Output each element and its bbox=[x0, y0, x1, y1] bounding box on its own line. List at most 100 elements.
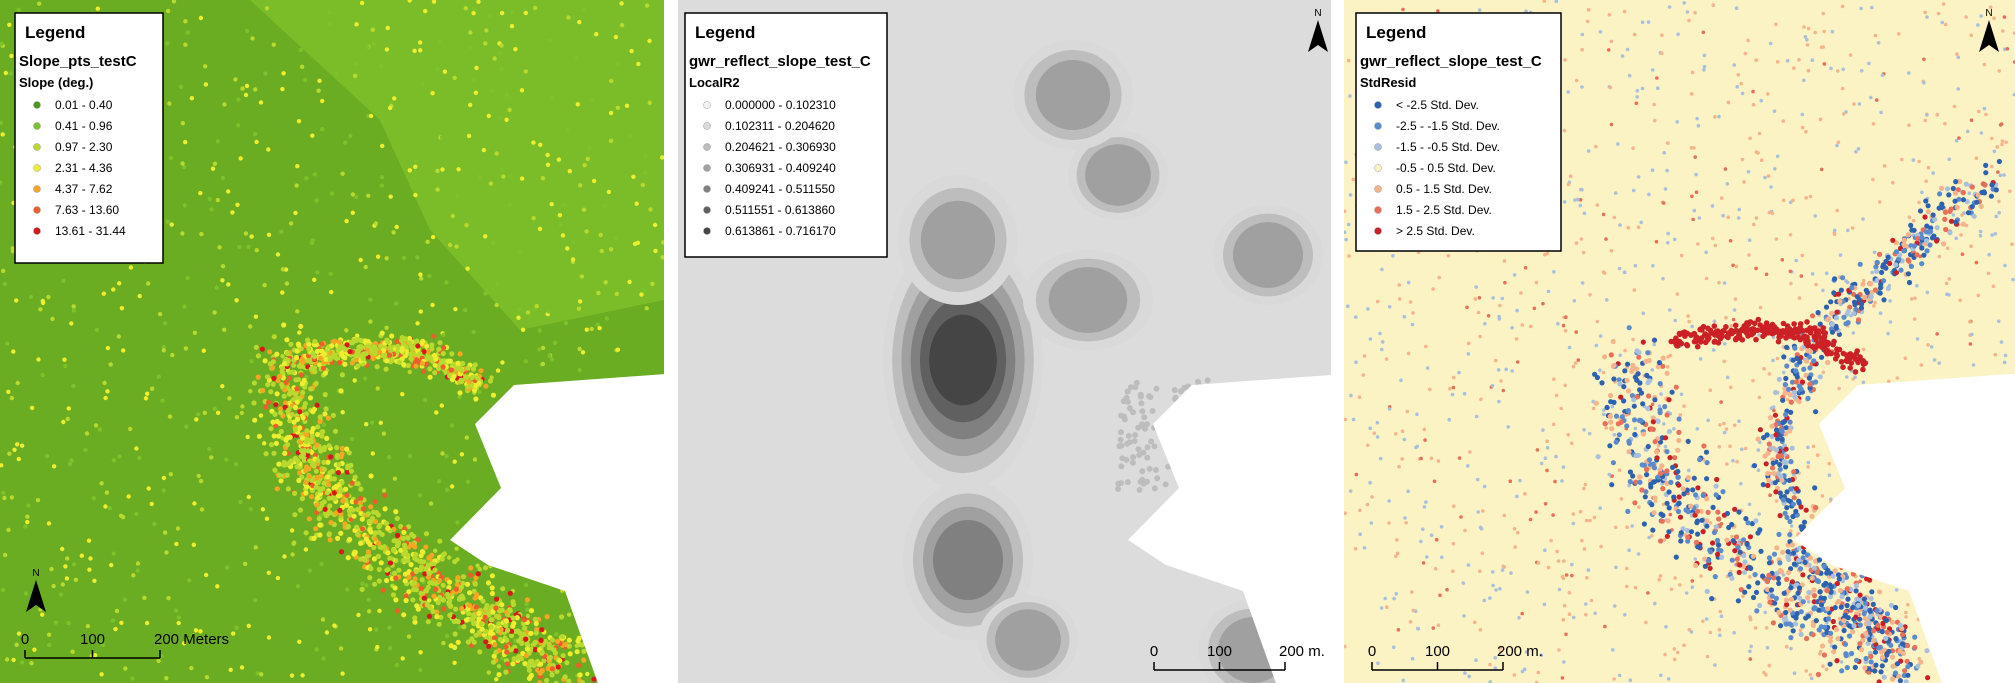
map-point bbox=[1582, 487, 1586, 491]
map-point bbox=[1632, 189, 1636, 193]
map-point bbox=[1773, 109, 1777, 113]
map-point bbox=[47, 633, 51, 637]
legend-label: 0.000000 - 0.102310 bbox=[725, 98, 836, 112]
map-point bbox=[417, 559, 422, 564]
map-point bbox=[1596, 454, 1601, 459]
legend-label: 0.204621 - 0.306930 bbox=[725, 140, 836, 154]
map-point bbox=[1633, 366, 1638, 371]
map-point bbox=[333, 355, 338, 360]
map-point bbox=[1702, 31, 1706, 35]
map-point bbox=[117, 334, 121, 338]
map-point bbox=[474, 605, 479, 610]
map-point bbox=[1618, 223, 1622, 227]
map-point bbox=[272, 334, 277, 339]
map-point bbox=[1652, 510, 1657, 515]
map-point bbox=[1913, 297, 1917, 301]
map-point bbox=[1546, 446, 1550, 450]
map-point bbox=[259, 100, 263, 104]
map-point bbox=[455, 520, 459, 524]
map-point bbox=[1463, 671, 1467, 675]
map-point bbox=[436, 347, 441, 352]
map-point bbox=[1584, 613, 1588, 617]
map-point bbox=[583, 163, 587, 167]
map-point bbox=[1625, 509, 1630, 514]
map-point bbox=[1, 491, 5, 495]
map-point bbox=[1406, 490, 1410, 494]
map-point bbox=[1806, 43, 1810, 47]
map-point bbox=[477, 175, 481, 179]
map-point bbox=[1857, 641, 1862, 646]
map-point bbox=[1875, 623, 1880, 628]
map-point bbox=[1690, 195, 1694, 199]
map-point bbox=[629, 49, 633, 53]
map-point bbox=[108, 506, 112, 510]
map-point bbox=[1961, 197, 1966, 202]
map-point bbox=[1691, 585, 1695, 589]
map-point bbox=[1953, 105, 1957, 109]
map-point bbox=[1675, 120, 1679, 124]
map-point bbox=[1704, 524, 1709, 529]
map-point bbox=[15, 643, 19, 647]
map-point bbox=[1696, 242, 1700, 246]
map-point bbox=[1524, 266, 1528, 270]
map-point bbox=[421, 369, 426, 374]
map-point bbox=[332, 476, 337, 481]
map-point bbox=[522, 626, 527, 631]
map-point bbox=[1774, 545, 1779, 550]
map-point bbox=[366, 540, 371, 545]
map-point bbox=[112, 552, 116, 556]
map-point bbox=[83, 448, 87, 452]
map-point bbox=[1562, 618, 1566, 622]
map-point bbox=[298, 364, 303, 369]
map-point bbox=[1687, 320, 1691, 324]
map-point bbox=[298, 508, 303, 513]
map-point bbox=[1849, 651, 1854, 656]
map-point bbox=[1672, 455, 1677, 460]
map-point bbox=[259, 413, 263, 417]
map-point bbox=[1349, 193, 1353, 197]
map-point bbox=[344, 328, 348, 332]
map-point bbox=[334, 445, 339, 450]
map-point bbox=[1392, 646, 1396, 650]
map-point bbox=[578, 183, 582, 187]
map-point bbox=[1713, 574, 1718, 579]
map-point bbox=[1378, 332, 1382, 336]
map-point bbox=[320, 127, 324, 131]
map-point bbox=[202, 349, 206, 353]
map-point bbox=[1513, 273, 1517, 277]
map-point bbox=[1800, 274, 1804, 278]
map-point bbox=[177, 621, 181, 625]
map-point bbox=[1943, 210, 1948, 215]
map-point bbox=[183, 43, 187, 47]
map-point bbox=[490, 591, 495, 596]
scale-label: 0 bbox=[21, 631, 29, 648]
map-point bbox=[2000, 122, 2004, 126]
map-point bbox=[119, 514, 123, 518]
map-point bbox=[478, 368, 483, 373]
map-point bbox=[1980, 131, 1984, 135]
map-point bbox=[1695, 485, 1700, 490]
map-point bbox=[441, 606, 446, 611]
map-point bbox=[483, 384, 488, 389]
map-point bbox=[1497, 400, 1501, 404]
map-point bbox=[187, 578, 191, 582]
map-point bbox=[1434, 567, 1438, 571]
legend-label: 0.613861 - 0.716170 bbox=[725, 224, 836, 238]
map-point bbox=[404, 593, 409, 598]
map-point bbox=[1670, 587, 1674, 591]
map-point bbox=[131, 573, 135, 577]
map-point bbox=[1767, 664, 1771, 668]
map-point bbox=[1919, 245, 1924, 250]
map-point bbox=[1633, 288, 1637, 292]
map-point bbox=[190, 96, 194, 100]
map-point bbox=[1549, 539, 1553, 543]
map-point bbox=[1651, 168, 1655, 172]
map-point bbox=[1656, 419, 1661, 424]
map-point bbox=[1613, 216, 1617, 220]
map-point bbox=[447, 580, 452, 585]
map-point bbox=[355, 364, 360, 369]
map-point bbox=[475, 375, 480, 380]
map-point bbox=[322, 467, 327, 472]
map-point bbox=[327, 10, 331, 14]
map-point bbox=[66, 417, 70, 421]
